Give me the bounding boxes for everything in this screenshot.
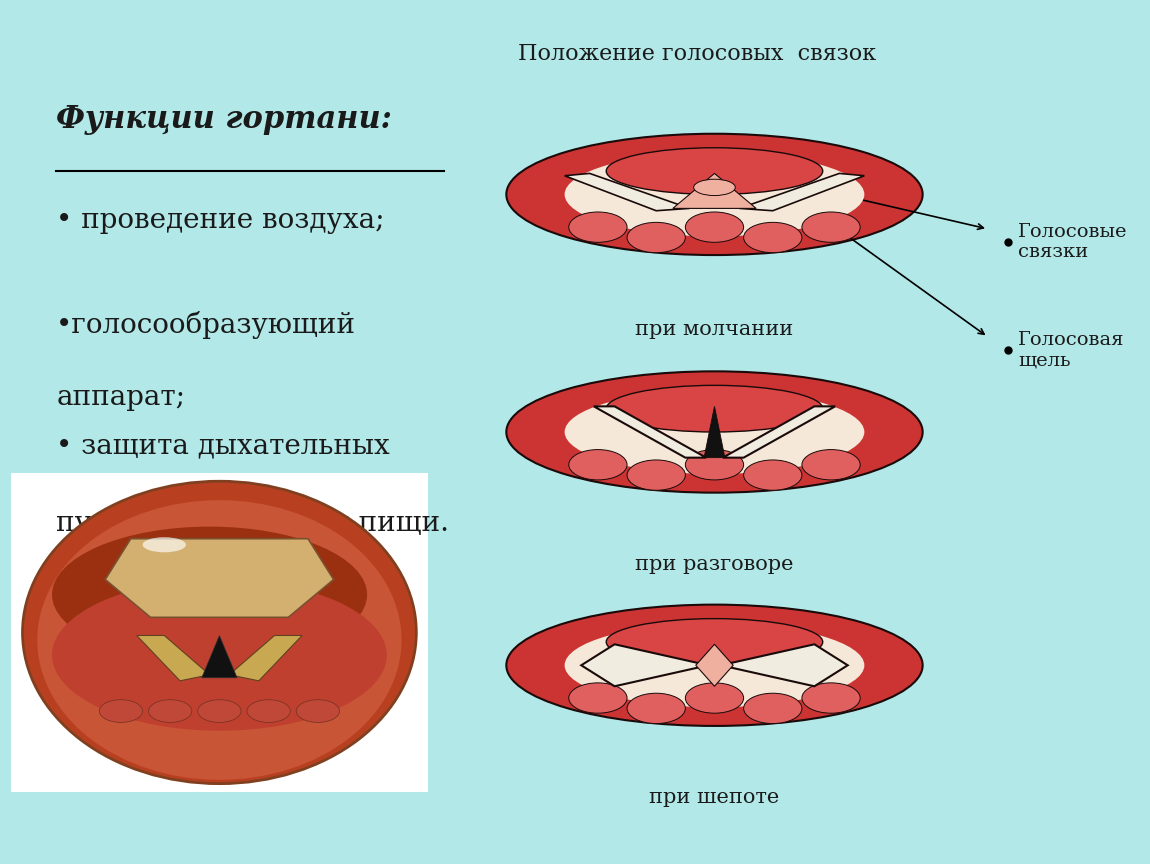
Polygon shape — [704, 406, 724, 458]
Polygon shape — [731, 645, 848, 686]
Polygon shape — [137, 636, 209, 681]
Text: аппарат;: аппарат; — [56, 384, 185, 411]
Text: при шепоте: при шепоте — [650, 788, 780, 807]
Polygon shape — [673, 174, 756, 208]
Ellipse shape — [569, 683, 627, 713]
Circle shape — [23, 481, 416, 784]
Polygon shape — [739, 174, 865, 211]
Ellipse shape — [627, 222, 685, 252]
Text: •голосообразующий: •голосообразующий — [56, 311, 357, 339]
Ellipse shape — [744, 460, 802, 490]
Ellipse shape — [685, 212, 744, 242]
Polygon shape — [723, 406, 835, 458]
Text: при молчании: при молчании — [635, 320, 794, 339]
Ellipse shape — [744, 222, 802, 252]
Ellipse shape — [52, 526, 367, 663]
Ellipse shape — [52, 580, 386, 731]
Ellipse shape — [569, 212, 627, 242]
Ellipse shape — [606, 619, 822, 665]
Ellipse shape — [506, 372, 922, 492]
Ellipse shape — [685, 449, 744, 480]
Polygon shape — [105, 539, 333, 617]
Ellipse shape — [627, 693, 685, 723]
Ellipse shape — [606, 148, 822, 194]
Ellipse shape — [565, 623, 865, 708]
Polygon shape — [201, 636, 237, 677]
Ellipse shape — [802, 212, 860, 242]
Polygon shape — [593, 406, 706, 458]
FancyBboxPatch shape — [12, 473, 428, 792]
Ellipse shape — [198, 700, 242, 722]
Polygon shape — [696, 645, 734, 686]
Ellipse shape — [247, 700, 290, 722]
Ellipse shape — [744, 693, 802, 723]
Text: при разговоре: при разговоре — [635, 555, 794, 574]
Ellipse shape — [148, 700, 192, 722]
Text: • проведение воздуха;: • проведение воздуха; — [56, 207, 385, 234]
Text: путей от попадания пищи.: путей от попадания пищи. — [56, 510, 450, 537]
Ellipse shape — [143, 537, 186, 552]
Ellipse shape — [506, 134, 922, 255]
Ellipse shape — [297, 700, 339, 722]
Ellipse shape — [606, 385, 822, 432]
Ellipse shape — [693, 179, 735, 195]
Text: Положение голосовых  связок: Положение голосовых связок — [518, 43, 875, 65]
Polygon shape — [581, 645, 698, 686]
Polygon shape — [229, 636, 302, 681]
Polygon shape — [565, 174, 690, 211]
Text: • защита дыхательных: • защита дыхательных — [56, 432, 390, 459]
Ellipse shape — [569, 449, 627, 480]
Ellipse shape — [565, 390, 865, 474]
Ellipse shape — [685, 683, 744, 713]
Ellipse shape — [802, 449, 860, 480]
Ellipse shape — [627, 460, 685, 490]
Ellipse shape — [802, 683, 860, 713]
Text: Голосовая
щель: Голосовая щель — [1018, 331, 1125, 369]
Text: Голосовые
связки: Голосовые связки — [1018, 223, 1128, 261]
Ellipse shape — [506, 605, 922, 726]
Ellipse shape — [99, 700, 143, 722]
Ellipse shape — [565, 152, 865, 237]
Text: Функции гортани:: Функции гортани: — [56, 104, 392, 135]
Ellipse shape — [37, 500, 401, 780]
